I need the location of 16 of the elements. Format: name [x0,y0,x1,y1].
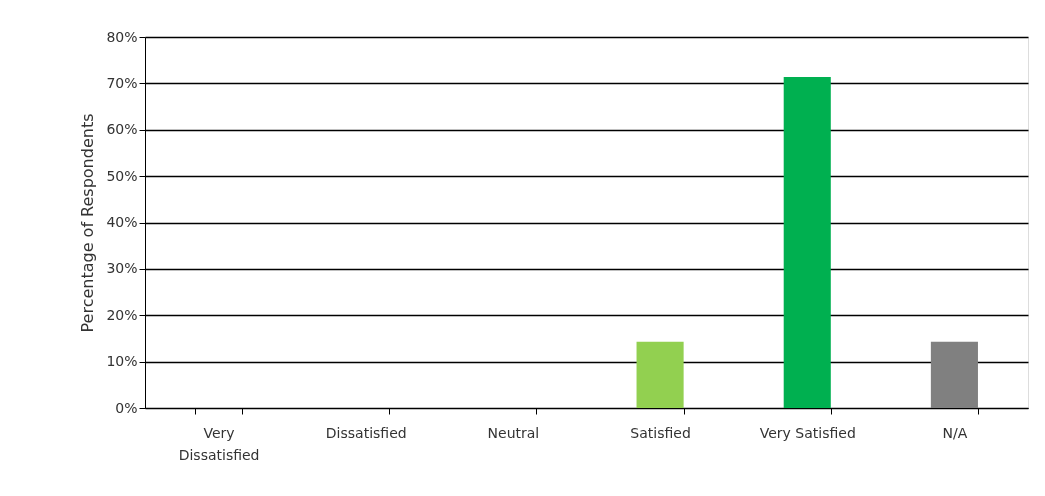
y-tick-label: 70% [106,74,138,91]
y-tick-label: 10% [106,353,138,370]
y-axis-title: Percentage of Respondents [78,113,98,333]
y-tick-label: 0% [115,399,138,416]
y-tick-label: 30% [106,260,138,277]
y-tick-label: 80% [106,28,138,45]
x-tick-label: Satisfied [630,424,691,441]
y-tick-label: 50% [106,167,138,184]
y-tick-label: 40% [106,214,138,230]
x-tick-label: Neutral [487,424,540,441]
y-tick-label: 60% [106,121,138,138]
y-tick-label: 20% [106,306,138,323]
x-tick-label: Very Dissatisfied [178,424,260,463]
x-tick-label: N/A [942,424,968,441]
x-tick-label: Dissatisfied [325,424,407,441]
x-tick-label: Very Satisfied [759,424,856,441]
